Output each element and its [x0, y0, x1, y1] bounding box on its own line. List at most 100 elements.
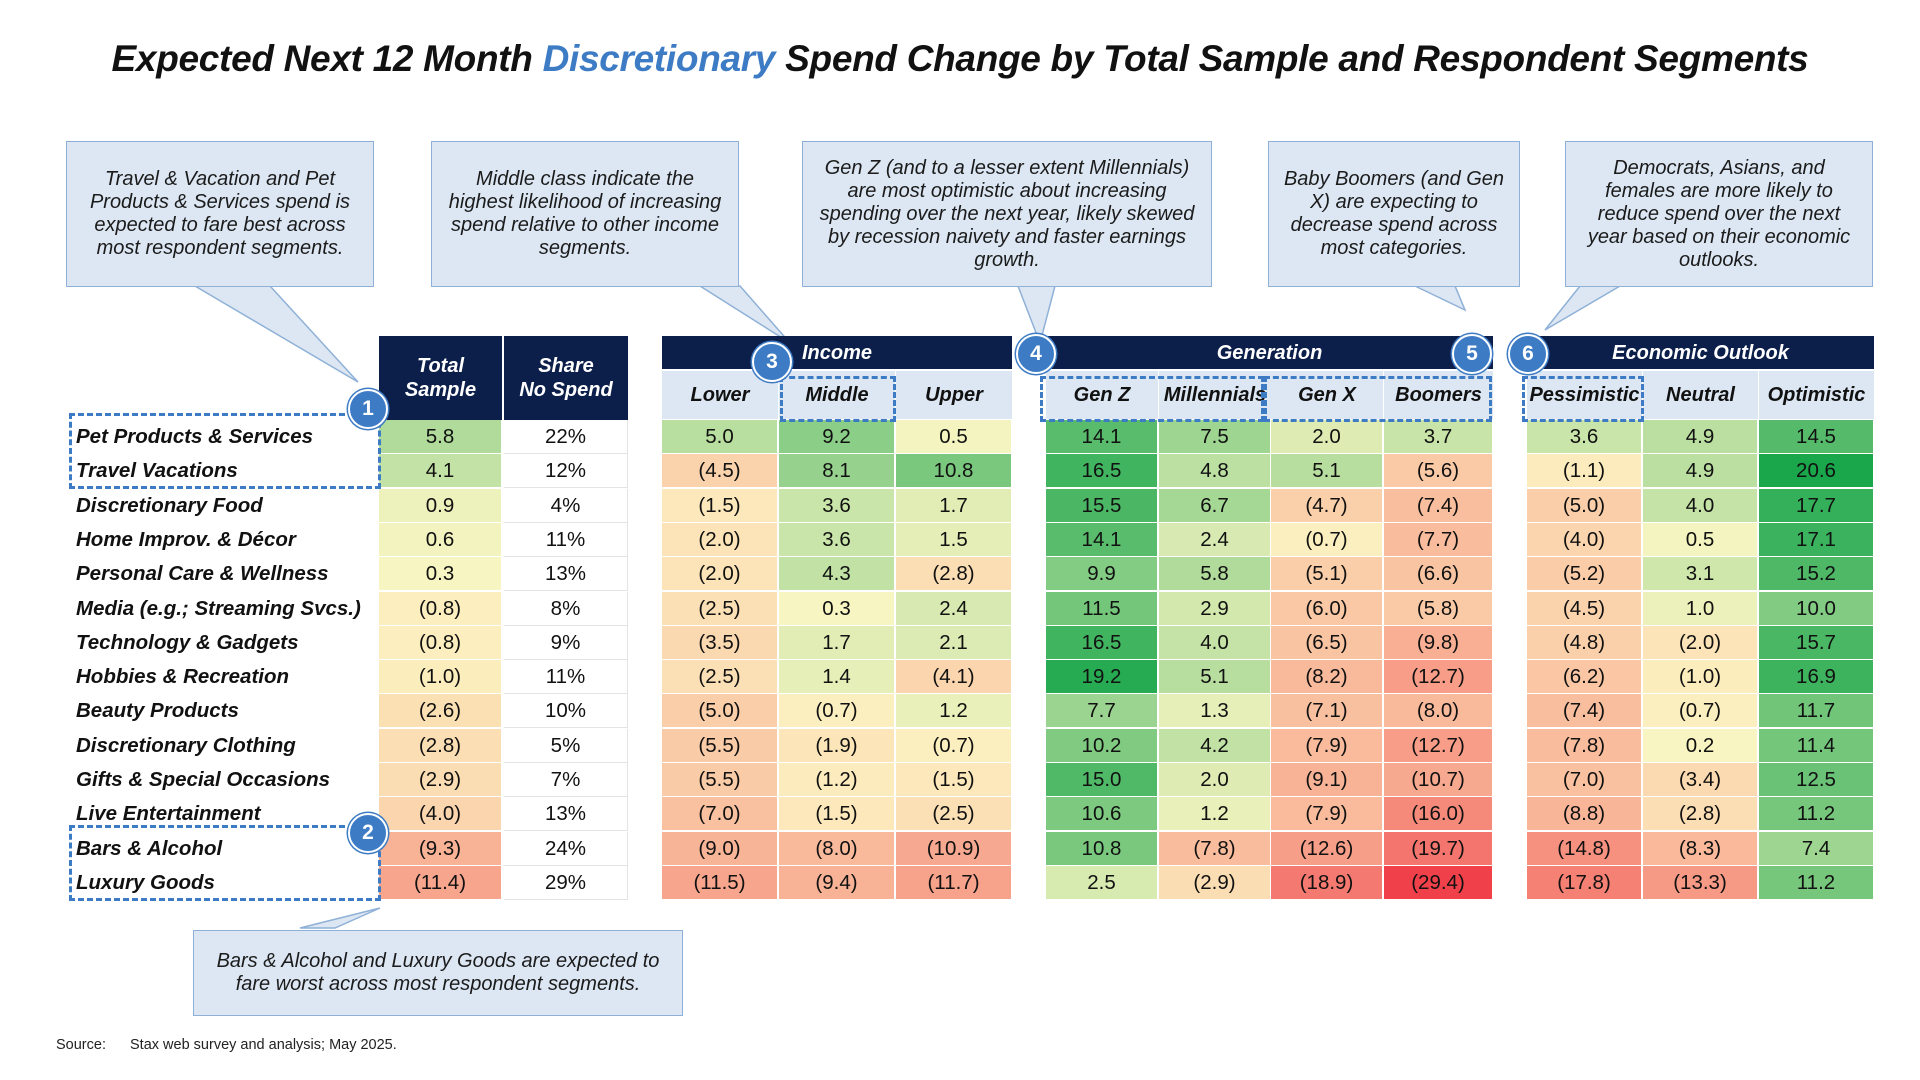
cell-pessimistic: (7.4): [1527, 694, 1642, 729]
cell-total-sample: (9.3): [379, 831, 502, 866]
cell-share-no-spend: 8%: [504, 591, 628, 626]
row-label-pet-products-services: Pet Products & Services: [76, 425, 313, 448]
cell-pessimistic: (4.5): [1527, 591, 1642, 626]
cell-gen-x: (18.9): [1271, 865, 1383, 900]
chart-title: Expected Next 12 Month Discretionary Spe…: [111, 38, 1809, 79]
cell-gen-x: (7.1): [1271, 694, 1383, 729]
callout-worst: Bars & Alcohol and Luxury Goods are expe…: [193, 930, 683, 1016]
cell-gen-x: (9.1): [1271, 763, 1383, 797]
cell-upper: (4.1): [896, 660, 1012, 695]
cell-upper: (0.7): [896, 728, 1012, 763]
cell-optimistic: 11.2: [1759, 865, 1874, 900]
cell-neutral: 4.9: [1643, 454, 1758, 489]
marker-1: 1: [348, 389, 388, 429]
cell-gen-z: 2.5: [1046, 865, 1158, 900]
cell-neutral: (2.8): [1643, 797, 1758, 832]
header-share-no-spend: Share No Spend: [504, 336, 628, 420]
cell-upper: (1.5): [896, 763, 1012, 797]
cell-total-sample: (2.8): [379, 728, 502, 763]
cell-neutral: (3.4): [1643, 763, 1758, 797]
cell-lower: (5.5): [662, 728, 778, 763]
cell-middle: (0.7): [779, 694, 895, 729]
cell-optimistic: 11.2: [1759, 797, 1874, 832]
subheader-millennials: Millennials: [1159, 371, 1271, 419]
row-label-discretionary-clothing: Discretionary Clothing: [76, 733, 296, 757]
cell-lower: (2.5): [662, 591, 778, 626]
cell-millennials: 1.2: [1159, 797, 1271, 832]
cell-middle: (9.4): [779, 865, 895, 900]
cell-share-no-spend: 12%: [504, 454, 628, 489]
cell-gen-z: 14.1: [1046, 522, 1158, 557]
cell-neutral: (0.7): [1643, 694, 1758, 729]
cell-gen-z: 16.5: [1046, 625, 1158, 660]
cell-millennials: 4.0: [1159, 625, 1271, 660]
cell-share-no-spend: 13%: [504, 797, 628, 832]
callout-pointer-6: [299, 907, 381, 929]
cell-share-no-spend: 10%: [504, 694, 628, 729]
cell-upper: (10.9): [896, 831, 1012, 866]
cell-boomers: (9.8): [1384, 625, 1493, 660]
cell-total-sample: 0.3: [379, 557, 502, 592]
cell-pessimistic: (4.8): [1527, 625, 1642, 660]
header-total-sample: Total Sample: [379, 336, 502, 420]
cell-boomers: (7.4): [1384, 488, 1493, 523]
cell-optimistic: 17.1: [1759, 522, 1874, 557]
cell-total-sample: (0.8): [379, 625, 502, 660]
cell-neutral: 3.1: [1643, 557, 1758, 592]
cell-middle: 3.6: [779, 522, 895, 557]
cell-lower: (2.0): [662, 522, 778, 557]
cell-gen-x: (0.7): [1271, 522, 1383, 557]
cell-share-no-spend: 22%: [504, 420, 628, 454]
cell-share-no-spend: 24%: [504, 831, 628, 866]
marker-5: 5: [1452, 334, 1492, 374]
cell-share-no-spend: 7%: [504, 763, 628, 797]
cell-lower: (2.0): [662, 557, 778, 592]
cell-lower: (3.5): [662, 625, 778, 660]
row-label-home-improv-d-cor: Home Improv. & Décor: [76, 527, 296, 551]
cell-pessimistic: (6.2): [1527, 660, 1642, 695]
cell-middle: 1.4: [779, 660, 895, 695]
cell-boomers: (5.8): [1384, 591, 1493, 626]
cell-millennials: 1.3: [1159, 694, 1271, 729]
cell-upper: (2.8): [896, 557, 1012, 592]
cell-total-sample: 5.8: [379, 420, 502, 454]
cell-pessimistic: (7.0): [1527, 763, 1642, 797]
cell-boomers: (29.4): [1384, 865, 1493, 900]
cell-middle: 8.1: [779, 454, 895, 489]
cell-optimistic: 20.6: [1759, 454, 1874, 489]
cell-boomers: (12.7): [1384, 660, 1493, 695]
cell-boomers: (7.7): [1384, 522, 1493, 557]
cell-middle: 1.7: [779, 625, 895, 660]
cell-share-no-spend: 11%: [504, 522, 628, 557]
cell-neutral: 0.2: [1643, 728, 1758, 763]
cell-millennials: 6.7: [1159, 488, 1271, 523]
cell-upper: (2.5): [896, 797, 1012, 832]
cell-optimistic: 10.0: [1759, 591, 1874, 626]
cell-total-sample: (0.8): [379, 591, 502, 626]
callout-gen-z: Gen Z (and to a lesser extent Millennial…: [802, 141, 1212, 287]
cell-middle: 4.3: [779, 557, 895, 592]
cell-middle: (1.5): [779, 797, 895, 832]
cell-share-no-spend: 4%: [504, 488, 628, 523]
cell-total-sample: (2.6): [379, 694, 502, 729]
cell-boomers: (5.6): [1384, 454, 1493, 489]
cell-optimistic: 17.7: [1759, 488, 1874, 523]
cell-pessimistic: (7.8): [1527, 728, 1642, 763]
cell-pessimistic: (5.2): [1527, 557, 1642, 592]
cell-gen-x: (5.1): [1271, 557, 1383, 592]
callout-segments-best: Travel & Vacation and Pet Products & Ser…: [66, 141, 374, 287]
cell-gen-z: 10.6: [1046, 797, 1158, 832]
marker-4: 4: [1016, 334, 1056, 374]
cell-share-no-spend: 29%: [504, 865, 628, 900]
marker-6: 6: [1508, 334, 1548, 374]
subheader-middle: Middle: [779, 371, 895, 419]
cell-upper: 2.4: [896, 591, 1012, 626]
cell-millennials: (2.9): [1159, 865, 1271, 900]
cell-lower: (9.0): [662, 831, 778, 866]
cell-boomers: (12.7): [1384, 728, 1493, 763]
marker-2: 2: [348, 813, 388, 853]
cell-middle: (1.9): [779, 728, 895, 763]
cell-upper: 10.8: [896, 454, 1012, 489]
marker-3: 3: [752, 342, 792, 382]
cell-optimistic: 7.4: [1759, 831, 1874, 866]
